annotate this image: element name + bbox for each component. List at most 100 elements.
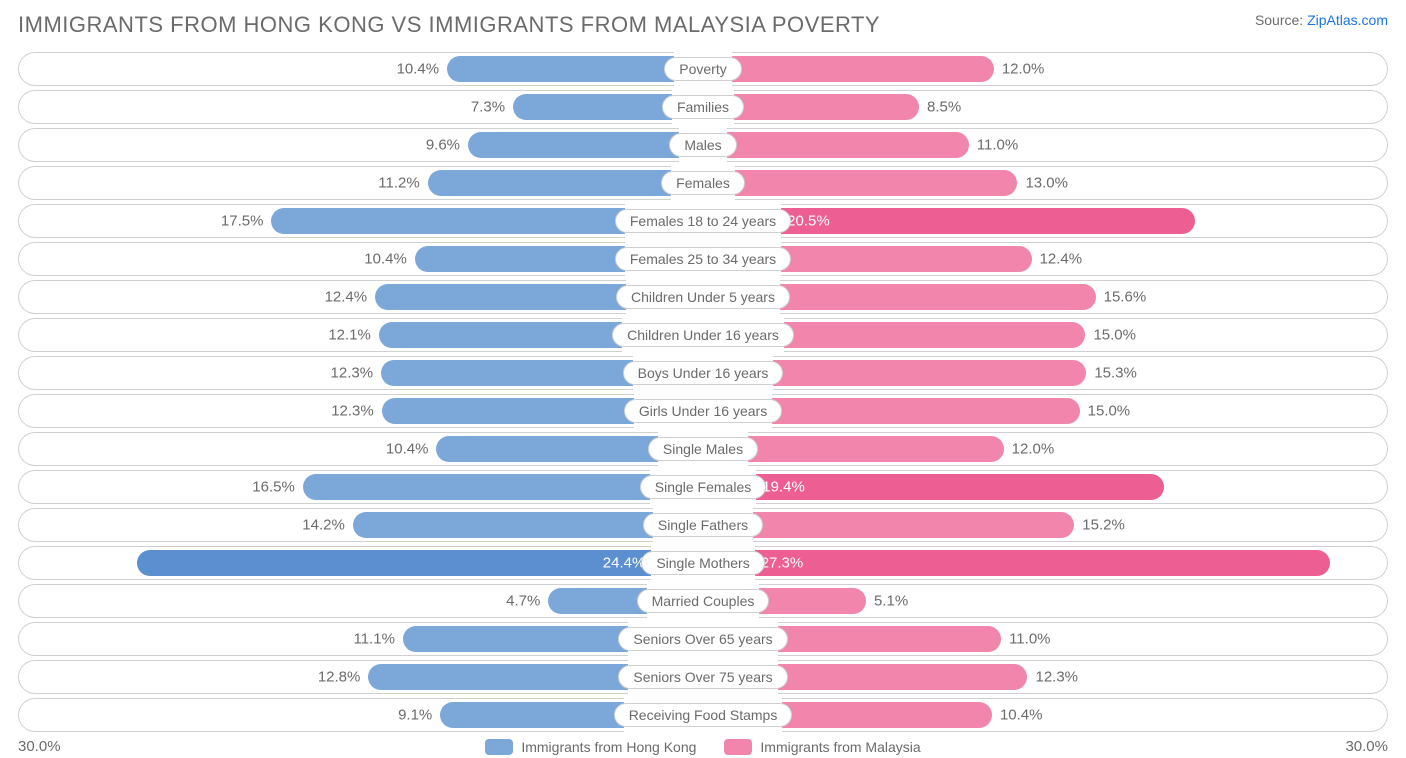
track-left: 11.1% bbox=[18, 622, 628, 656]
diverging-bar-chart: 10.4%Poverty12.0%7.3%Families8.5%9.6%Mal… bbox=[18, 52, 1388, 732]
legend: Immigrants from Hong Kong Immigrants fro… bbox=[485, 739, 920, 755]
value-label-left: 11.2% bbox=[378, 175, 419, 192]
category-label: Single Mothers bbox=[641, 551, 764, 575]
track-right: 12.0% bbox=[748, 432, 1388, 466]
bar-left bbox=[271, 208, 624, 234]
chart-row: 24.4%Single Mothers27.3% bbox=[18, 546, 1388, 580]
chart-title: IMMIGRANTS FROM HONG KONG VS IMMIGRANTS … bbox=[18, 12, 880, 38]
track-left: 10.4% bbox=[18, 52, 674, 86]
bar-left bbox=[403, 626, 628, 652]
category-label: Females bbox=[661, 171, 745, 195]
track-right: 15.0% bbox=[772, 394, 1388, 428]
bar-left bbox=[375, 284, 626, 310]
chart-header: IMMIGRANTS FROM HONG KONG VS IMMIGRANTS … bbox=[18, 12, 1388, 38]
value-label-right: 12.0% bbox=[1012, 441, 1055, 458]
track-right: 13.0% bbox=[735, 166, 1388, 200]
value-label-left: 12.1% bbox=[328, 327, 371, 344]
value-label-right: 20.5% bbox=[787, 213, 830, 230]
category-label: Boys Under 16 years bbox=[623, 361, 784, 385]
category-label: Single Females bbox=[640, 475, 767, 499]
value-label-left: 10.4% bbox=[364, 251, 407, 268]
track-left: 12.8% bbox=[18, 660, 628, 694]
chart-row: 9.1%Receiving Food Stamps10.4% bbox=[18, 698, 1388, 732]
value-label-right: 8.5% bbox=[927, 99, 961, 116]
value-label-right: 12.0% bbox=[1002, 61, 1045, 78]
track-left: 16.5% bbox=[18, 470, 650, 504]
axis-max-left: 30.0% bbox=[18, 738, 61, 755]
track-right: 15.2% bbox=[753, 508, 1388, 542]
bar-left bbox=[548, 588, 646, 614]
bar-right bbox=[784, 322, 1086, 348]
value-label-left: 16.5% bbox=[252, 479, 295, 496]
track-left: 24.4% bbox=[18, 546, 651, 580]
value-label-left: 17.5% bbox=[221, 213, 264, 230]
track-right: 12.4% bbox=[781, 242, 1388, 276]
value-label-right: 15.3% bbox=[1094, 365, 1137, 382]
value-label-right: 15.6% bbox=[1104, 289, 1147, 306]
bar-left bbox=[513, 94, 672, 120]
chart-row: 10.4%Single Males12.0% bbox=[18, 432, 1388, 466]
track-left: 9.6% bbox=[18, 128, 679, 162]
chart-row: 11.1%Seniors Over 65 years11.0% bbox=[18, 622, 1388, 656]
category-label: Families bbox=[662, 95, 744, 119]
source-prefix: Source: bbox=[1255, 12, 1307, 28]
category-label: Females 18 to 24 years bbox=[615, 209, 791, 233]
track-right: 12.0% bbox=[732, 52, 1388, 86]
chart-row: 11.2% Females13.0% bbox=[18, 166, 1388, 200]
track-left: 10.4% bbox=[18, 432, 658, 466]
track-right: 15.6% bbox=[780, 280, 1388, 314]
chart-row: 10.4%Poverty12.0% bbox=[18, 52, 1388, 86]
track-left: 11.2% bbox=[18, 166, 671, 200]
chart-row: 12.1%Children Under 16 years15.0% bbox=[18, 318, 1388, 352]
chart-row: 17.5% Females 18 to 24 years20.5% bbox=[18, 204, 1388, 238]
chart-row: 4.7%Married Couples5.1% bbox=[18, 584, 1388, 618]
chart-row: 12.3% Boys Under 16 years 15.3% bbox=[18, 356, 1388, 390]
category-label: Females 25 to 34 years bbox=[615, 247, 791, 271]
bar-left bbox=[440, 702, 623, 728]
bar-left bbox=[436, 436, 657, 462]
track-left: 4.7% bbox=[18, 584, 647, 618]
value-label-left: 9.6% bbox=[426, 137, 460, 154]
track-right: 5.1% bbox=[759, 584, 1388, 618]
category-label: Married Couples bbox=[637, 589, 770, 613]
track-left: 14.2% bbox=[18, 508, 653, 542]
bar-left bbox=[447, 56, 674, 82]
track-left: 10.4% bbox=[18, 242, 625, 276]
track-left: 7.3% bbox=[18, 90, 672, 124]
chart-row: 12.8%Seniors Over 75 years 12.3% bbox=[18, 660, 1388, 694]
track-left: 9.1% bbox=[18, 698, 624, 732]
bar-right bbox=[756, 474, 1164, 500]
track-right: 11.0% bbox=[778, 622, 1388, 656]
bar-right bbox=[778, 664, 1028, 690]
bar-right bbox=[748, 436, 1004, 462]
track-right: 20.5% bbox=[781, 204, 1388, 238]
value-label-left: 12.3% bbox=[331, 403, 374, 420]
bar-right bbox=[732, 56, 994, 82]
chart-row: 12.4%Children Under 5 years15.6% bbox=[18, 280, 1388, 314]
value-label-right: 12.3% bbox=[1035, 669, 1078, 686]
chart-row: 16.5% Single Females19.4% bbox=[18, 470, 1388, 504]
value-label-left: 24.4% bbox=[603, 555, 646, 572]
legend-swatch-right bbox=[724, 739, 752, 755]
source-link[interactable]: ZipAtlas.com bbox=[1307, 12, 1388, 28]
bar-right bbox=[782, 702, 992, 728]
value-label-right: 15.0% bbox=[1088, 403, 1131, 420]
value-label-left: 12.3% bbox=[331, 365, 374, 382]
category-label: Receiving Food Stamps bbox=[614, 703, 793, 727]
track-right: 15.3% bbox=[773, 356, 1388, 390]
bar-right bbox=[759, 588, 866, 614]
track-left: 12.1% bbox=[18, 318, 622, 352]
category-label: Seniors Over 65 years bbox=[618, 627, 787, 651]
category-label: Seniors Over 75 years bbox=[618, 665, 787, 689]
track-left: 12.3% bbox=[18, 356, 633, 390]
track-right: 19.4% bbox=[756, 470, 1388, 504]
value-label-right: 19.4% bbox=[762, 479, 805, 496]
bar-right bbox=[753, 512, 1074, 538]
value-label-right: 15.2% bbox=[1082, 517, 1125, 534]
chart-row: 14.2%Single Fathers15.2% bbox=[18, 508, 1388, 542]
chart-row: 10.4% Females 25 to 34 years12.4% bbox=[18, 242, 1388, 276]
bar-right bbox=[772, 398, 1079, 424]
bar-right bbox=[734, 94, 919, 120]
legend-item-right: Immigrants from Malaysia bbox=[724, 739, 920, 755]
chart-row: 12.3%Girls Under 16 years15.0% bbox=[18, 394, 1388, 428]
